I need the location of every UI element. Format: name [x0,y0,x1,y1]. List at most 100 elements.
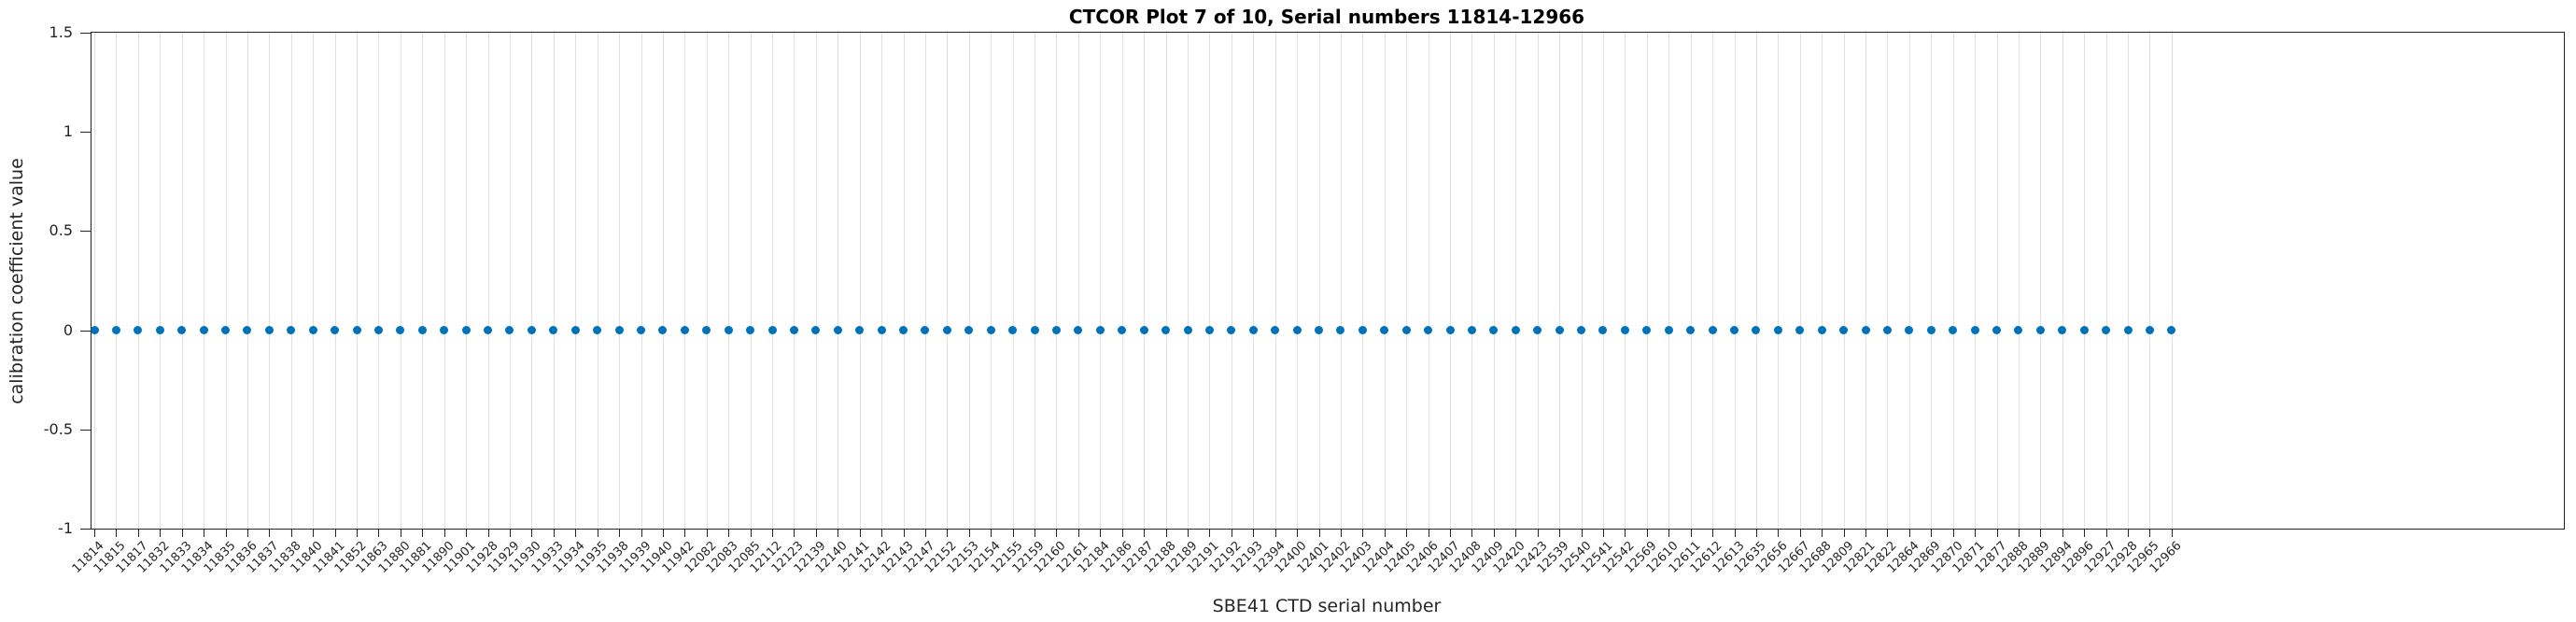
data-point [593,326,602,335]
x-tick-mark [2084,529,2086,537]
x-tick-mark [575,529,577,537]
x-tick-mark [443,529,445,537]
x-tick-mark [1274,529,1276,537]
data-point [111,326,120,335]
data-point [440,326,449,335]
x-tick-mark [1450,529,1452,537]
y-tick-label: 0.5 [49,221,73,240]
data-point [1271,326,1280,335]
x-tick-mark [924,529,926,537]
gridline [662,33,664,529]
gridline [2105,33,2107,529]
gridline [1908,33,1910,529]
data-point [1204,326,1214,335]
data-point [417,326,427,335]
gridline [947,33,949,529]
data-point [921,326,930,335]
x-axis-label: SBE41 CTD serial number [1212,596,1442,616]
data-point [1620,326,1629,335]
data-point [1315,326,1324,335]
gridline [1865,33,1867,529]
x-tick-mark [269,529,271,537]
gridline [553,33,555,529]
x-tick-mark [94,529,95,537]
x-tick-mark [1077,529,1079,537]
gridline [1318,33,1320,529]
gridline [1668,33,1670,529]
x-tick-mark [466,529,468,537]
data-point [199,326,208,335]
data-point [396,326,405,335]
data-point [484,326,493,335]
data-point [767,326,777,335]
y-tick-label: 0 [63,320,73,339]
data-point [1839,326,1849,335]
x-tick-mark [815,529,817,537]
x-tick-mark [1188,529,1189,537]
x-tick-mark [640,529,642,537]
data-point [1424,326,1433,335]
gridline [1822,33,1823,529]
chart-title: CTCOR Plot 7 of 10, Serial numbers 11814… [1068,6,1585,28]
x-tick-mark [509,529,511,537]
data-point [1139,326,1148,335]
x-tick-mark [246,529,248,537]
x-tick-mark [116,529,118,537]
gridline [2062,33,2063,529]
data-point [1730,326,1738,335]
gridline [1712,33,1714,529]
gridline [160,33,162,529]
data-point [1752,326,1761,335]
gridline [1165,33,1167,529]
gridline [1602,33,1604,529]
data-point [352,326,361,335]
gridline [334,33,336,529]
data-point [1773,326,1782,335]
gridline [1887,33,1889,529]
x-tick-mark [181,529,183,537]
gridline [794,33,795,529]
gridline [575,33,577,529]
x-tick-mark [728,529,730,537]
gridline [2084,33,2086,529]
data-point [221,326,231,335]
data-point [899,326,908,335]
y-tick-mark [80,231,91,233]
data-point [1598,326,1608,335]
x-tick-mark [750,529,752,537]
x-tick-mark [2128,529,2130,537]
gridline [509,33,511,529]
x-tick-mark [1975,529,1977,537]
x-tick-mark [378,529,380,537]
data-point [1686,326,1696,335]
data-point [942,326,951,335]
gridline [1843,33,1845,529]
data-point [1161,326,1171,335]
gridline [2018,33,2020,529]
x-tick-mark [531,529,533,537]
gridline [1384,33,1386,529]
data-point [680,326,689,335]
data-point [1949,326,1958,335]
gridline [1450,33,1452,529]
data-point [2035,326,2045,335]
gridline [422,33,424,529]
x-tick-mark [662,529,664,537]
y-tick-label: 1 [63,122,73,141]
x-tick-mark [1690,529,1692,537]
gridline [1077,33,1079,529]
x-tick-mark [947,529,949,537]
gridline [968,33,970,529]
data-point [833,326,842,335]
x-tick-mark [1822,529,1823,537]
x-tick-mark [137,529,139,537]
x-tick-mark [1406,529,1408,537]
x-tick-mark [1056,529,1058,537]
data-point [1577,326,1586,335]
data-point [373,326,383,335]
gridline [706,33,708,529]
gridline [1144,33,1146,529]
gridline [1646,33,1648,529]
x-tick-mark [1668,529,1670,537]
